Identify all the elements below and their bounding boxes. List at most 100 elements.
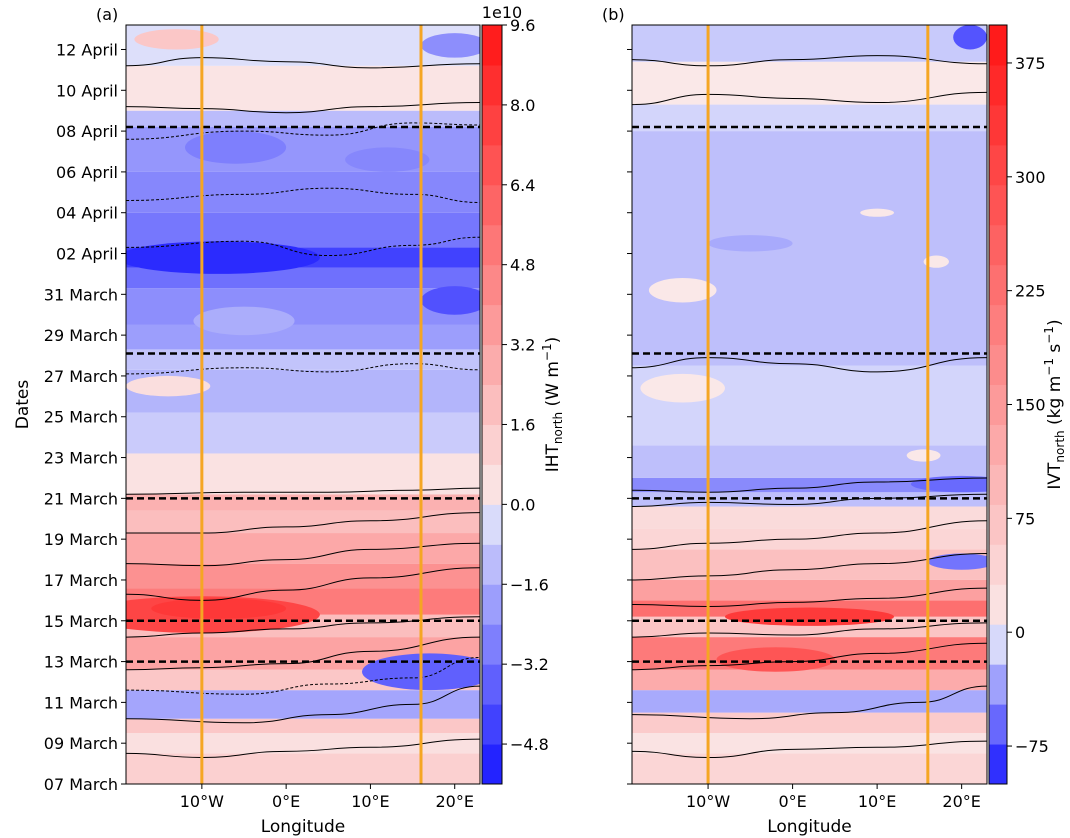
contour-line [632, 91, 987, 106]
colorbar-level [482, 744, 502, 785]
colorbar-level [989, 704, 1007, 745]
colorbar-level [989, 504, 1007, 545]
y-tick-label: 29 March [44, 326, 118, 345]
contour-band [126, 412, 480, 454]
contour-blob [648, 278, 717, 303]
contour-blob [362, 653, 480, 691]
colorbar-title-exp2: −1 [1042, 326, 1056, 344]
x-tick-label: 20°E [435, 792, 473, 811]
contour-band [126, 690, 480, 719]
contour-line [126, 738, 480, 758]
contour-line [126, 487, 480, 495]
y-tick-label: 15 March [44, 612, 118, 631]
contour-blob [193, 306, 295, 336]
contour-band [632, 61, 987, 105]
colorbar-level [482, 504, 502, 545]
colorbar-title-sub: north [1053, 430, 1067, 462]
colorbar-tick-label: 225 [1015, 282, 1046, 301]
y-tick-label: 07 March [44, 775, 118, 794]
colorbar-tick-label: 8.0 [510, 96, 535, 115]
colorbar-tick-label: 375 [1015, 54, 1046, 73]
y-tick-label: 08 April [56, 122, 118, 141]
y-tick-label: 23 March [44, 449, 118, 468]
contour-blob [421, 33, 480, 58]
contour-blob [151, 598, 287, 619]
colorbar-tick-label: −3.2 [510, 655, 549, 674]
colorbar-tick-label: 75 [1015, 509, 1035, 528]
colorbar-level [482, 104, 502, 146]
colorbar-title-mid: s [1045, 344, 1065, 358]
contour-band [632, 690, 987, 713]
contour-blob [923, 255, 949, 268]
y-tick-label: 31 March [44, 285, 118, 304]
x-axis-title: Longitude [261, 817, 346, 837]
contour-band [632, 712, 987, 733]
contour-blob [640, 373, 725, 403]
contour-band [126, 110, 480, 128]
colorbar-level [989, 664, 1007, 705]
contour-line [632, 622, 987, 638]
colorbar-tick-label: 150 [1015, 396, 1046, 415]
panel-b: 10°W 0°E 10°E 20°E Longitude (b) 375 300 225 150 7… [602, 5, 1067, 837]
y-tick-label: 10 April [56, 81, 118, 100]
colorbar-level [989, 144, 1007, 186]
colorbar-tick-label: 1.6 [510, 415, 535, 434]
negative-contour-line [126, 122, 480, 140]
colorbar-offset-text: 1e10 [482, 3, 522, 22]
contour-line [632, 587, 987, 607]
x-tick-label: 10°W [686, 792, 730, 811]
y-tick-label: 02 April [56, 245, 118, 264]
colorbar-title-exp: −1 [1042, 358, 1056, 376]
y-tick-label: 11 March [44, 693, 118, 712]
contour-blob [126, 375, 211, 397]
y-tick-label: 09 March [44, 734, 118, 753]
y-tick-label: 13 March [44, 653, 118, 672]
colorbar-title-close: ) [543, 337, 563, 344]
contour-band [632, 445, 987, 478]
contour-band [126, 171, 480, 213]
colorbar-level [989, 584, 1007, 625]
contour-band [126, 753, 480, 784]
contour-blob [134, 29, 219, 50]
contour-band [126, 453, 480, 495]
colorbar: 9.6 8.0 6.4 4.8 3.2 1.6 0.0 −1.6 −3.2 −4.8 1e10 IHT… [481, 3, 565, 785]
colorbar-level [989, 264, 1007, 306]
colorbar-level [989, 304, 1007, 346]
contour-band [126, 127, 480, 172]
contour-band [126, 510, 480, 534]
negative-contour-line [126, 236, 480, 257]
x-tick-label: 10°E [351, 792, 389, 811]
contour-band [632, 753, 987, 784]
contour-band [126, 212, 480, 248]
colorbar-level [482, 664, 502, 705]
plot-area [126, 25, 480, 784]
contour-blob [345, 147, 430, 172]
colorbar-level [482, 704, 502, 745]
contour-line [632, 740, 987, 758]
contour-line [126, 102, 480, 114]
colorbar-tick-label: 9.6 [510, 16, 535, 35]
colorbar-level [989, 624, 1007, 665]
colorbar-level [482, 424, 502, 465]
colorbar-level [482, 584, 502, 625]
colorbar-level [482, 184, 502, 226]
x-tick-label: 10°W [180, 792, 224, 811]
colorbar-tick-label: 3.2 [510, 336, 535, 355]
colorbar-level [482, 264, 502, 306]
contour-blob [724, 607, 895, 626]
contour-line [126, 685, 480, 724]
y-tick-label: 27 March [44, 367, 118, 386]
y-tick-label: 21 March [44, 489, 118, 508]
contour-blob [906, 449, 941, 462]
colorbar-tick-label: 4.8 [510, 256, 535, 275]
contour-line [126, 567, 480, 601]
contour-band [126, 732, 480, 754]
contour-line [632, 357, 987, 373]
colorbar-title: IVTnorth (kg m−1 s−1) [1042, 319, 1067, 489]
contour-band [632, 25, 987, 62]
negative-contour-line [126, 187, 480, 204]
colorbar-level [482, 64, 502, 106]
colorbar-level [482, 25, 502, 66]
colorbar-level [989, 424, 1007, 465]
